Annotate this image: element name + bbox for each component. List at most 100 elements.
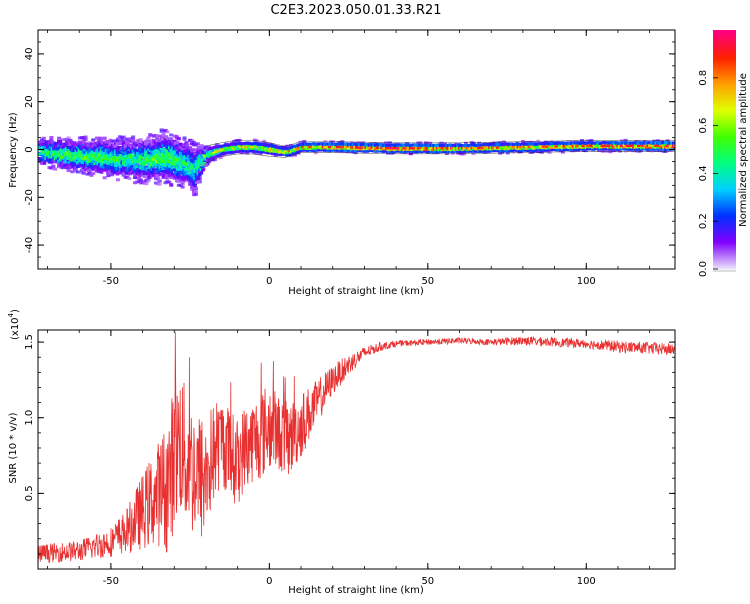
heatmap-cell bbox=[513, 146, 517, 149]
heatmap-cell bbox=[350, 146, 354, 149]
heatmap-cell bbox=[131, 140, 135, 145]
colorbar-stripe bbox=[713, 205, 736, 208]
heatmap-cell bbox=[600, 144, 604, 148]
spectrogram-y-label: Frequency (Hz) bbox=[8, 112, 19, 188]
heatmap-cell bbox=[117, 162, 121, 167]
heatmap-cell bbox=[68, 166, 72, 170]
heatmap-cell bbox=[193, 192, 198, 196]
heatmap-cell bbox=[53, 145, 58, 149]
heatmap-cell bbox=[180, 147, 185, 151]
heatmap-cell bbox=[192, 140, 197, 144]
heatmap-cell bbox=[76, 170, 81, 174]
heatmap-cell bbox=[157, 182, 162, 186]
colorbar-stripe bbox=[713, 177, 736, 180]
heatmap-cell bbox=[98, 136, 103, 140]
heatmap-cell bbox=[264, 147, 268, 150]
heatmap-cell bbox=[106, 148, 110, 152]
heatmap-cell bbox=[109, 145, 113, 149]
heatmap-cell bbox=[79, 142, 83, 146]
heatmap-cell bbox=[583, 144, 587, 148]
heatmap-cell bbox=[297, 146, 301, 150]
heatmap-cell bbox=[129, 170, 134, 174]
heatmap-cell bbox=[298, 140, 303, 144]
heatmap-cell bbox=[356, 146, 360, 149]
heatmap-cell bbox=[171, 162, 175, 166]
colorbar-stripe bbox=[713, 91, 736, 95]
heatmap-cell bbox=[586, 144, 590, 148]
heatmap-cell bbox=[671, 144, 675, 148]
colorbar-stripe bbox=[713, 109, 736, 113]
heatmap-cell bbox=[98, 159, 102, 164]
heatmap-cell bbox=[121, 173, 126, 177]
heatmap-cell bbox=[280, 149, 284, 153]
colorbar-stripe bbox=[713, 193, 736, 196]
heatmap-cell bbox=[545, 145, 549, 148]
y-tick-label: 0.5 bbox=[24, 485, 35, 501]
colorbar-stripe bbox=[713, 141, 736, 145]
heatmap-cell bbox=[572, 144, 576, 148]
band-upper-edge bbox=[205, 139, 675, 147]
heatmap-cell bbox=[91, 150, 96, 155]
heatmap-cell bbox=[121, 167, 126, 171]
heatmap-cell bbox=[152, 171, 157, 175]
heatmap-cell bbox=[361, 146, 365, 149]
heatmap-cell bbox=[675, 140, 679, 143]
heatmap-cell bbox=[164, 161, 169, 165]
heatmap-cell bbox=[123, 144, 128, 148]
heatmap-cell bbox=[137, 175, 142, 179]
x-tick-label: -50 bbox=[103, 576, 119, 587]
heatmap-cell bbox=[91, 138, 96, 142]
heatmap-cell bbox=[70, 170, 75, 174]
heatmap-cell bbox=[121, 141, 126, 145]
heatmap-cell bbox=[213, 150, 217, 154]
heatmap-cell bbox=[457, 147, 461, 150]
colorbar-stripe bbox=[713, 39, 736, 43]
heatmap-cell bbox=[243, 145, 247, 149]
heatmap-cell bbox=[69, 146, 74, 150]
heatmap-cell bbox=[543, 145, 547, 148]
heatmap-cell bbox=[156, 162, 161, 167]
colorbar-stripe bbox=[713, 131, 736, 135]
heatmap-cell bbox=[380, 146, 384, 150]
heatmap-cell bbox=[519, 145, 523, 149]
colorbar-stripe bbox=[713, 117, 736, 121]
heatmap-cell bbox=[416, 147, 420, 150]
heatmap-cell bbox=[364, 146, 368, 149]
heatmap-cell bbox=[218, 156, 223, 160]
heatmap-cell bbox=[377, 146, 381, 150]
heatmap-cell bbox=[131, 166, 135, 171]
heatmap-cell bbox=[175, 162, 180, 166]
heatmap-cell bbox=[175, 146, 180, 151]
colorbar-stripe bbox=[713, 199, 736, 202]
heatmap-cell bbox=[191, 154, 196, 159]
colorbar-stripe bbox=[713, 57, 736, 61]
heatmap-cell bbox=[375, 146, 379, 150]
heatmap-cell bbox=[342, 146, 346, 149]
y-tick-label: 20 bbox=[24, 95, 35, 108]
heatmap-cell bbox=[165, 130, 170, 134]
heatmap-cell bbox=[160, 146, 164, 150]
heatmap-cell bbox=[654, 144, 658, 148]
heatmap-cell bbox=[158, 172, 162, 176]
heatmap-cell bbox=[44, 140, 48, 144]
heatmap-cell bbox=[605, 144, 609, 148]
colorbar-stripe bbox=[713, 73, 736, 77]
heatmap-cell bbox=[112, 170, 116, 175]
heatmap-cell bbox=[329, 145, 333, 149]
y-tick-label: 0 bbox=[24, 146, 35, 152]
heatmap-cell bbox=[652, 139, 657, 143]
colorbar-stripe bbox=[713, 185, 736, 188]
heatmap-cell bbox=[66, 136, 71, 140]
heatmap-cell bbox=[629, 144, 633, 148]
heatmap-cell bbox=[396, 147, 400, 150]
heatmap-cell bbox=[370, 146, 374, 150]
heatmap-cell bbox=[163, 152, 167, 156]
heatmap-cell bbox=[51, 164, 56, 168]
heatmap-cell bbox=[481, 146, 485, 150]
heatmap-cell bbox=[115, 142, 120, 146]
colorbar-stripe bbox=[713, 171, 736, 174]
heatmap-cell bbox=[591, 144, 595, 148]
heatmap-cell bbox=[188, 146, 193, 150]
heatmap-cell bbox=[58, 151, 63, 155]
heatmap-cell bbox=[188, 181, 193, 185]
